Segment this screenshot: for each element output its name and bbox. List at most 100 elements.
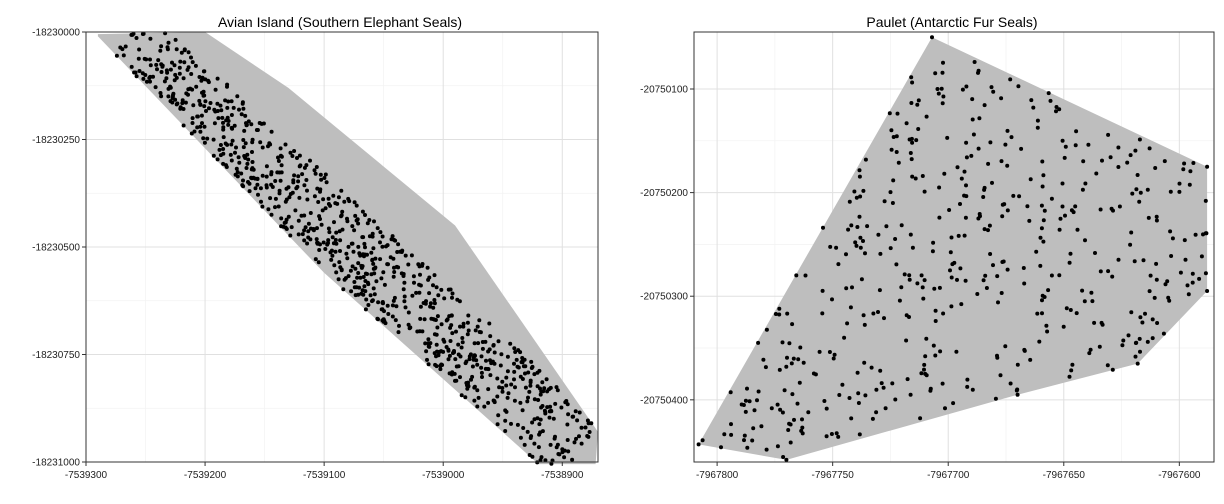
- data-point: [1153, 166, 1158, 170]
- data-point: [182, 60, 187, 65]
- data-point: [244, 166, 249, 170]
- data-point: [1186, 292, 1191, 297]
- data-point: [401, 272, 406, 276]
- data-point: [891, 178, 896, 183]
- data-point: [418, 272, 422, 277]
- data-point: [378, 257, 383, 262]
- data-point: [392, 270, 397, 274]
- data-point: [795, 401, 800, 406]
- data-point: [1191, 161, 1196, 165]
- data-point: [1109, 206, 1114, 211]
- data-point: [1025, 204, 1030, 209]
- x-tick-label: -7967650: [1043, 470, 1086, 481]
- data-point: [1054, 105, 1059, 109]
- data-point: [189, 72, 194, 76]
- data-point: [330, 253, 335, 258]
- data-point: [479, 370, 484, 375]
- data-point: [273, 196, 278, 201]
- data-point: [340, 209, 345, 214]
- data-point: [382, 282, 387, 287]
- data-point: [764, 327, 769, 332]
- data-point: [577, 410, 582, 415]
- data-point: [296, 179, 301, 184]
- data-point: [338, 249, 342, 253]
- data-point: [801, 360, 806, 365]
- data-point: [1015, 387, 1020, 392]
- data-point: [543, 458, 548, 463]
- data-point: [1005, 128, 1010, 133]
- data-point: [1197, 276, 1202, 281]
- data-point: [874, 387, 879, 392]
- data-point: [700, 438, 705, 443]
- data-point: [268, 196, 273, 201]
- data-point: [862, 322, 867, 327]
- data-point: [1141, 258, 1146, 263]
- data-point: [155, 67, 159, 72]
- data-point: [326, 238, 331, 243]
- data-point: [963, 278, 968, 283]
- y-tick-label: -18230250: [32, 135, 80, 146]
- data-point: [784, 364, 789, 369]
- data-point: [166, 86, 171, 91]
- data-point: [1154, 214, 1159, 219]
- data-point: [394, 304, 399, 309]
- data-point: [821, 225, 825, 230]
- data-point: [1168, 189, 1173, 194]
- data-point: [302, 228, 307, 233]
- data-point: [356, 221, 361, 226]
- data-point: [777, 312, 782, 317]
- data-point: [543, 411, 548, 416]
- data-point: [719, 445, 723, 450]
- data-point: [334, 270, 339, 275]
- data-point: [999, 96, 1004, 101]
- data-point: [547, 387, 551, 392]
- data-point: [232, 123, 237, 128]
- data-point: [173, 72, 178, 77]
- data-point: [551, 416, 556, 421]
- data-point: [460, 340, 465, 345]
- data-point: [528, 378, 533, 383]
- data-point: [1003, 142, 1008, 147]
- data-point: [919, 273, 924, 278]
- x-tick-label: -7967800: [696, 470, 739, 481]
- data-point: [949, 275, 954, 280]
- data-point: [202, 93, 207, 98]
- data-point: [750, 438, 755, 443]
- data-point: [308, 211, 313, 215]
- data-point: [941, 60, 945, 65]
- data-point: [876, 310, 880, 314]
- data-point: [876, 232, 881, 237]
- data-point: [435, 314, 440, 319]
- data-point: [448, 339, 453, 343]
- x-tick-label: -7967600: [1158, 470, 1201, 481]
- data-point: [460, 336, 465, 340]
- data-point: [1040, 298, 1044, 303]
- data-point: [318, 172, 323, 177]
- data-point: [218, 143, 223, 147]
- data-point: [194, 84, 199, 89]
- data-point: [465, 383, 469, 388]
- data-point: [148, 79, 152, 84]
- data-point: [836, 434, 841, 439]
- data-point: [503, 418, 508, 423]
- data-point: [505, 354, 510, 359]
- data-point: [378, 230, 383, 235]
- y-tick-label: -20750100: [640, 84, 688, 95]
- data-point: [360, 209, 365, 214]
- data-point: [844, 252, 848, 257]
- data-point: [1039, 203, 1044, 208]
- data-point: [536, 398, 541, 402]
- data-point: [241, 178, 245, 183]
- data-point: [933, 71, 938, 76]
- data-point: [1126, 333, 1131, 338]
- data-point: [965, 377, 970, 382]
- data-point: [306, 221, 311, 226]
- data-point: [313, 257, 318, 262]
- data-point: [905, 377, 910, 382]
- data-point: [480, 346, 485, 351]
- data-point: [1135, 361, 1140, 366]
- data-point: [457, 299, 462, 304]
- data-point: [977, 212, 982, 216]
- data-point: [159, 70, 164, 74]
- data-point: [302, 183, 307, 188]
